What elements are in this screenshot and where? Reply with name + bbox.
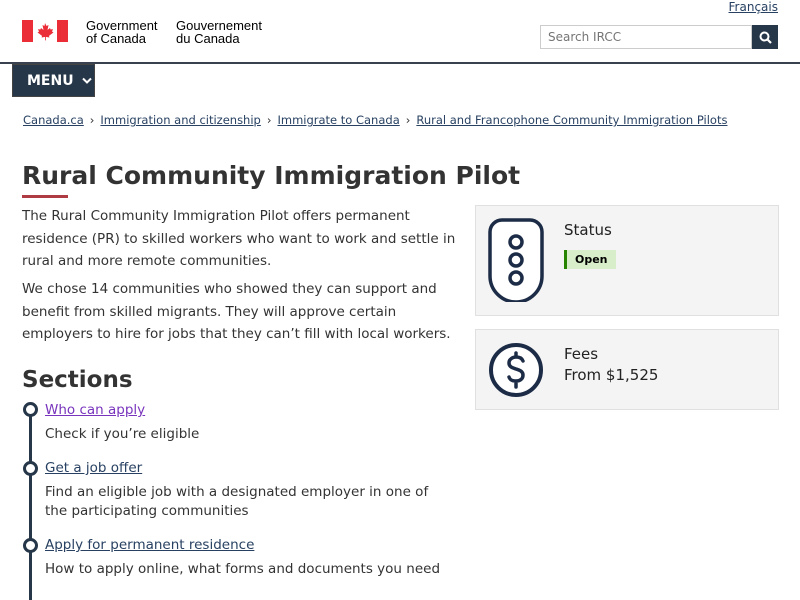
chevron-right-icon: › [266, 113, 272, 127]
section-description: Find an eligible job with a designated e… [45, 484, 429, 519]
magnifier-icon [759, 31, 772, 44]
intro-paragraph: We chose 14 communities who showed they … [22, 281, 451, 342]
section-link-apply-pr[interactable]: Apply for permanent residence [45, 537, 255, 553]
status-card: Status Open [475, 205, 779, 316]
timeline-step-icon [23, 538, 38, 553]
header-divider [0, 62, 800, 64]
language-toggle-link[interactable]: Français [728, 0, 778, 14]
fees-card: Fees From $1,525 [475, 329, 779, 410]
intro-paragraph: The Rural Community Immigration Pilot of… [22, 208, 456, 269]
gov-signature-en[interactable]: Government of Canada [86, 19, 158, 45]
page-title: Rural Community Immigration Pilot [22, 161, 521, 190]
menu-button[interactable]: MENU [12, 64, 95, 97]
timeline-step-icon [23, 402, 38, 417]
fees-title: Fees [564, 345, 599, 363]
chevron-down-icon [81, 77, 92, 84]
traffic-light-icon [488, 218, 544, 302]
search-button[interactable] [752, 25, 778, 49]
breadcrumb-link[interactable]: Immigrate to Canada [277, 113, 400, 127]
dollar-circle-icon [489, 343, 543, 397]
section-description: Check if you’re eligible [45, 426, 200, 442]
fees-value: From $1,525 [564, 366, 659, 384]
gov-fr-line2: du Canada [176, 31, 240, 46]
gov-signature-fr: Gouvernement du Canada [176, 19, 262, 45]
timeline-step-icon [23, 461, 38, 476]
chevron-right-icon: › [89, 113, 95, 127]
breadcrumb: Canada.ca › Immigration and citizenship › … [23, 113, 727, 127]
search-input[interactable] [540, 25, 752, 49]
status-title: Status [564, 221, 612, 239]
gov-fr-line1: Gouvernement [176, 18, 262, 33]
section-link-get-job-offer[interactable]: Get a job offer [45, 460, 143, 476]
sections-heading: Sections [22, 367, 133, 393]
canada-flag-icon [22, 20, 68, 42]
breadcrumb-link[interactable]: Rural and Francophone Community Immigrat… [416, 113, 728, 127]
timeline-line [29, 410, 32, 600]
breadcrumb-link[interactable]: Canada.ca [23, 113, 84, 127]
section-description: How to apply online, what forms and docu… [45, 561, 441, 577]
gov-en-line2: of Canada [86, 31, 146, 46]
gov-en-line1: Government [86, 18, 158, 33]
status-badge: Open [564, 250, 616, 269]
chevron-right-icon: › [405, 113, 411, 127]
section-link-who-can-apply[interactable]: Who can apply [45, 402, 146, 418]
breadcrumb-link[interactable]: Immigration and citizenship [100, 113, 261, 127]
title-underline [22, 195, 68, 198]
menu-label: MENU [27, 72, 74, 89]
